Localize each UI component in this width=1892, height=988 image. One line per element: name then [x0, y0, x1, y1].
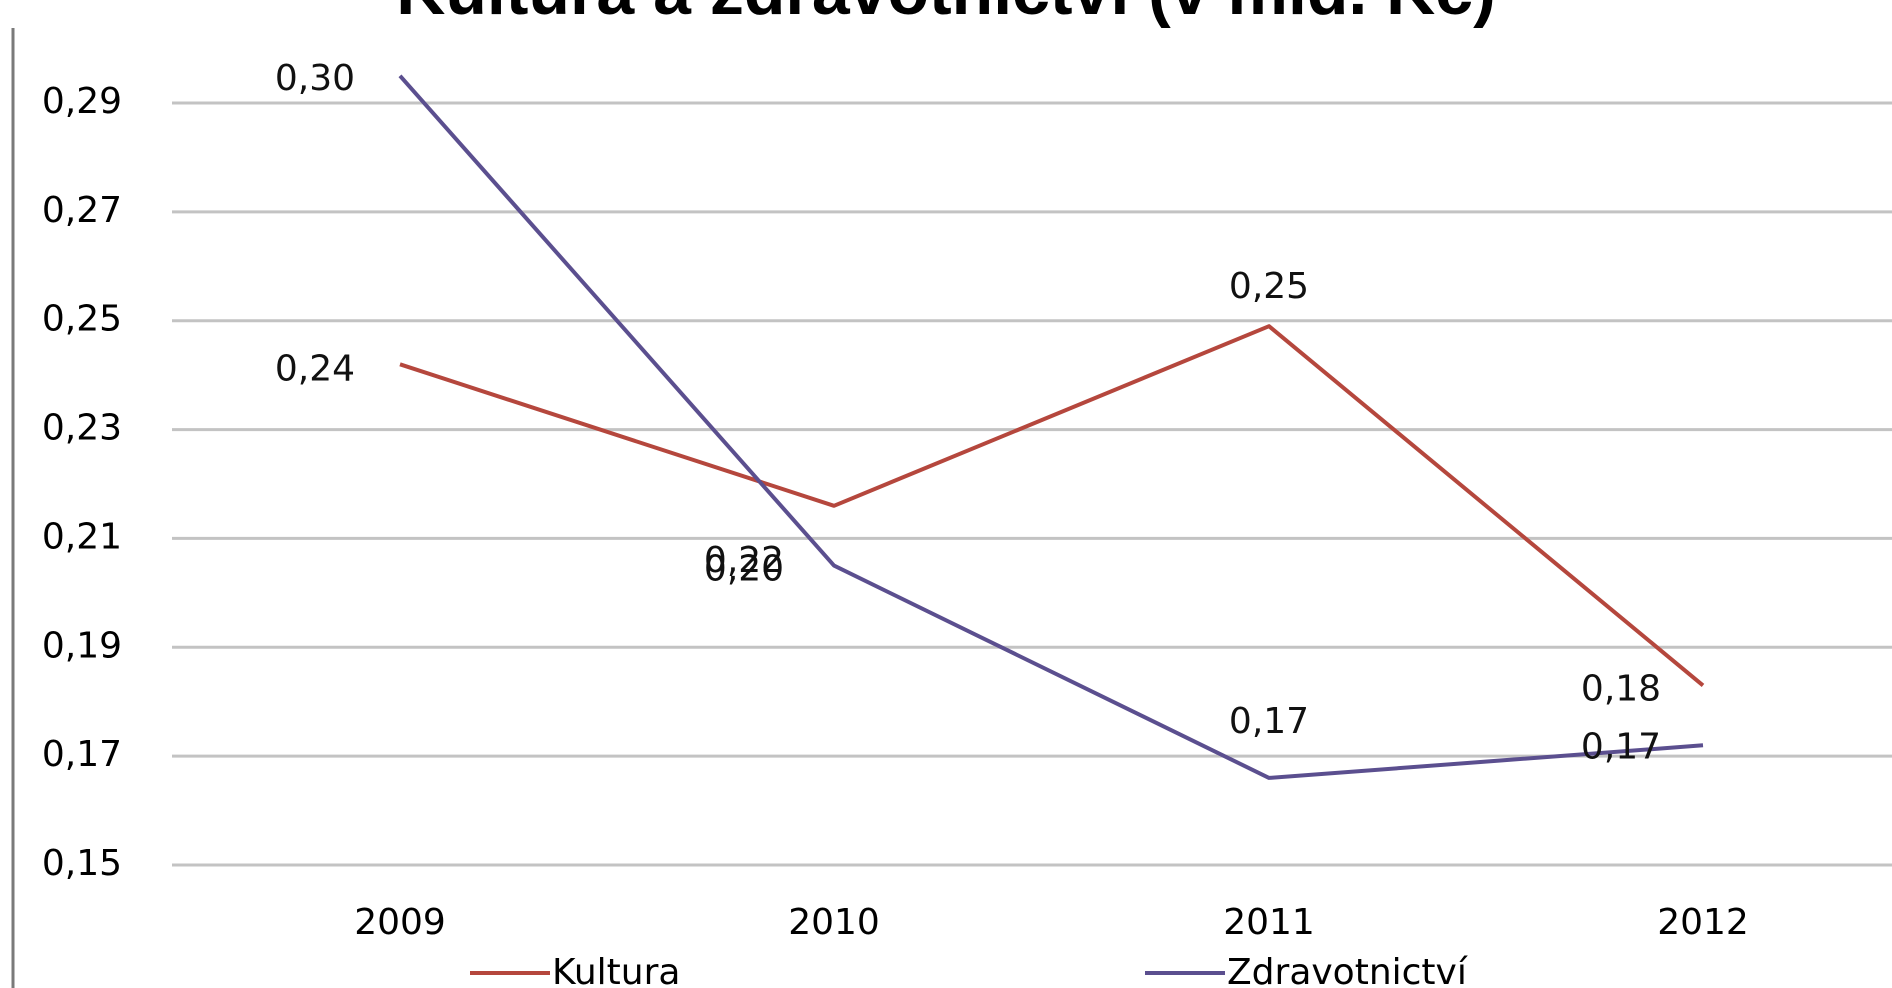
y-tick-label: 0,15 [42, 843, 122, 884]
data-label: 0,17 [1581, 726, 1661, 767]
y-tick-label: 0,21 [42, 516, 122, 557]
data-label: 0,25 [1229, 266, 1309, 307]
data-label: 0,24 [275, 348, 355, 389]
gridlines [172, 101, 1892, 867]
series-line-1 [398, 74, 1704, 780]
x-axis-ticks: 2009 2010 2011 2012 [354, 902, 1749, 943]
y-tick-label: 0,17 [42, 734, 122, 775]
x-tick-label: 2011 [1223, 902, 1315, 943]
data-label: 0,20 [704, 549, 784, 590]
y-tick-label: 0,25 [42, 299, 122, 340]
y-tick-label: 0,27 [42, 190, 122, 231]
data-label: 0,22 [704, 540, 784, 581]
legend-label: Zdravotnictví [1227, 952, 1468, 988]
data-label: 0,17 [1229, 701, 1309, 742]
x-tick-label: 2012 [1657, 902, 1749, 943]
series-line-0 [399, 324, 1705, 687]
legend-label: Kultura [552, 952, 680, 988]
data-label: 0,18 [1581, 668, 1661, 709]
y-tick-label: 0,19 [42, 625, 122, 666]
x-tick-label: 2010 [788, 902, 880, 943]
y-tick-label: 0,23 [42, 408, 122, 449]
x-tick-label: 2009 [354, 902, 446, 943]
chart-title: Kultura a zdravotnictví (v mld. Kč) [396, 0, 1496, 29]
y-tick-label: 0,29 [42, 81, 122, 122]
data-labels: 0,24 0,22 0,25 0,18 0,30 0,20 0,17 0,17 [275, 58, 1661, 767]
y-axis-ticks: 0,15 0,17 0,19 0,21 0,23 0,25 0,27 0,29 [42, 81, 122, 884]
data-label: 0,30 [275, 58, 355, 99]
legend: Kultura Zdravotnictví [470, 952, 1468, 988]
series-lines [398, 74, 1705, 780]
